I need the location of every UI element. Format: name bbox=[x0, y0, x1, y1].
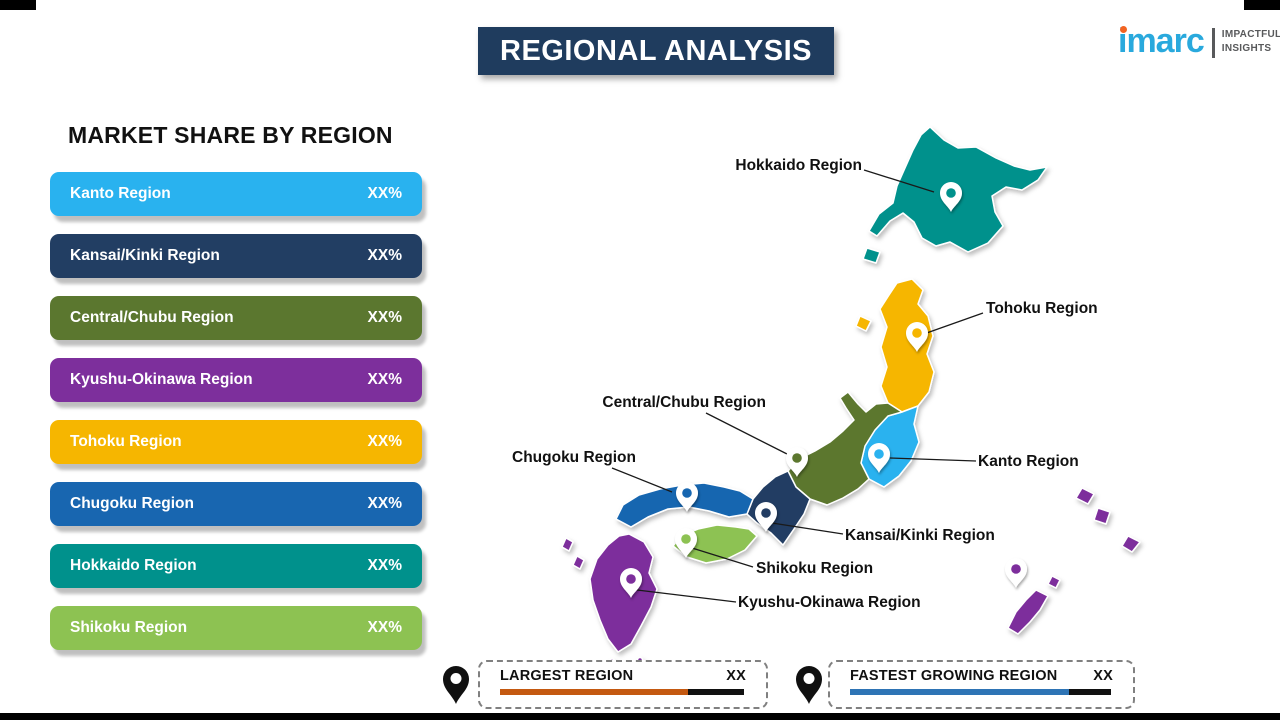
map-island-okinawa-main bbox=[1007, 589, 1049, 635]
map-pin-okinawa bbox=[1005, 558, 1027, 588]
region-share-label: Kanto Region bbox=[70, 185, 171, 202]
region-share-value: XX% bbox=[367, 309, 402, 326]
leader-line-tohoku bbox=[920, 312, 984, 336]
imarc-logo: imarc IMPACTFUL INSIGHTS bbox=[1118, 24, 1280, 58]
map-island-okinawa bbox=[1047, 575, 1061, 589]
leader-line-chubu bbox=[705, 412, 790, 456]
fastest-region-label: FASTEST GROWING REGION bbox=[850, 668, 1058, 684]
region-share-bar: Kanto Region XX% bbox=[50, 172, 422, 216]
imarc-brand: imarc bbox=[1118, 24, 1205, 58]
map-label-chugoku: Chugoku Region bbox=[512, 449, 636, 466]
region-share-bar: Hokkaido Region XX% bbox=[50, 544, 422, 588]
map-label-kanto: Kanto Region bbox=[978, 453, 1079, 470]
region-share-label: Kyushu-Okinawa Region bbox=[70, 371, 253, 388]
logo-tagline: IMPACTFUL INSIGHTS bbox=[1222, 28, 1280, 55]
region-share-label: Tohoku Region bbox=[70, 433, 182, 450]
page-edge-decoration bbox=[1244, 0, 1280, 10]
map-region-hokkaido-islet bbox=[862, 247, 881, 264]
fastest-region-bar-tail bbox=[1069, 689, 1111, 695]
region-share-value: XX% bbox=[367, 619, 402, 636]
map-pin-kyushu bbox=[620, 568, 642, 598]
page-edge-decoration bbox=[0, 713, 1280, 720]
map-label-kyushu-okinawa: Kyushu-Okinawa Region bbox=[738, 594, 921, 611]
region-share-label: Chugoku Region bbox=[70, 495, 194, 512]
imarc-brand-text: imarc bbox=[1118, 22, 1205, 60]
region-share-value: XX% bbox=[367, 557, 402, 574]
map-island-tsushima bbox=[561, 537, 574, 552]
region-share-bar: Central/Chubu Region XX% bbox=[50, 296, 422, 340]
fastest-region-pin-icon bbox=[796, 666, 822, 704]
largest-region-value: XX bbox=[726, 668, 746, 684]
map-label-kansai: Kansai/Kinki Region bbox=[845, 527, 995, 544]
leader-line-kansai bbox=[771, 522, 844, 535]
map-island-tsushima bbox=[572, 555, 585, 570]
region-share-value: XX% bbox=[367, 371, 402, 388]
region-share-bar: Kansai/Kinki Region XX% bbox=[50, 234, 422, 278]
largest-region-legend: LARGEST REGION XX bbox=[478, 660, 768, 709]
region-share-value: XX% bbox=[367, 185, 402, 202]
logo-tagline-bottom: INSIGHTS bbox=[1221, 42, 1272, 54]
logo-divider bbox=[1211, 28, 1215, 58]
map-label-shikoku: Shikoku Region bbox=[756, 560, 874, 577]
leader-line-kanto bbox=[889, 457, 977, 462]
leader-line-chugoku bbox=[611, 467, 673, 493]
leader-lines bbox=[611, 169, 984, 603]
leader-line-shikoku bbox=[691, 547, 754, 568]
logo-tagline-top: IMPACTFUL bbox=[1221, 29, 1280, 40]
map-label-central-chubu: Central/Chubu Region bbox=[602, 394, 766, 411]
largest-region-bar-fill bbox=[500, 689, 688, 695]
largest-region-bar-tail bbox=[687, 689, 744, 695]
map-island-okinawa bbox=[1121, 535, 1141, 553]
fastest-region-value: XX bbox=[1093, 668, 1113, 684]
map-pin-hokkaido bbox=[940, 182, 962, 212]
page-edge-decoration bbox=[0, 0, 36, 10]
largest-region-pin-icon bbox=[443, 666, 469, 704]
map-pin-chubu bbox=[786, 447, 808, 477]
map-island-okinawa bbox=[1075, 487, 1095, 505]
region-share-label: Shikoku Region bbox=[70, 619, 188, 636]
map-pin-shikoku bbox=[675, 528, 697, 558]
page-title: REGIONAL ANALYSIS bbox=[478, 27, 834, 75]
japan-map bbox=[561, 126, 1141, 666]
region-share-bar: Shikoku Region XX% bbox=[50, 606, 422, 650]
region-share-bar: Chugoku Region XX% bbox=[50, 482, 422, 526]
largest-region-label: LARGEST REGION bbox=[500, 668, 634, 684]
region-share-value: XX% bbox=[367, 247, 402, 264]
fastest-region-legend: FASTEST GROWING REGION XX bbox=[828, 660, 1135, 709]
map-region-kyushu bbox=[589, 533, 658, 653]
region-share-value: XX% bbox=[367, 433, 402, 450]
imarc-logo-dot bbox=[1120, 26, 1127, 33]
leader-line-hokkaido bbox=[863, 169, 935, 193]
largest-region-bar bbox=[500, 689, 744, 695]
region-share-label: Central/Chubu Region bbox=[70, 309, 234, 326]
map-region-tohoku bbox=[879, 278, 935, 413]
market-share-list: Kanto Region XX% Kansai/Kinki Region XX% Cen… bbox=[50, 172, 422, 668]
fastest-region-bar-fill bbox=[850, 689, 1070, 695]
market-share-heading: MARKET SHARE BY REGION bbox=[68, 122, 393, 148]
map-island-okinawa bbox=[1093, 507, 1111, 525]
map-pin-kanto bbox=[868, 443, 890, 473]
leader-line-kyushu bbox=[636, 589, 737, 603]
map-pin-chugoku bbox=[676, 482, 698, 512]
map-label-tohoku: Tohoku Region bbox=[986, 300, 1098, 317]
region-share-bar: Kyushu-Okinawa Region XX% bbox=[50, 358, 422, 402]
map-pin-tohoku bbox=[906, 322, 928, 352]
map-pin-kansai bbox=[755, 502, 777, 532]
fastest-region-bar bbox=[850, 689, 1111, 695]
region-share-bar: Tohoku Region XX% bbox=[50, 420, 422, 464]
region-share-label: Hokkaido Region bbox=[70, 557, 197, 574]
map-label-hokkaido: Hokkaido Region bbox=[735, 157, 862, 174]
map-island-sado bbox=[855, 315, 872, 332]
region-share-value: XX% bbox=[367, 495, 402, 512]
region-share-label: Kansai/Kinki Region bbox=[70, 247, 220, 264]
